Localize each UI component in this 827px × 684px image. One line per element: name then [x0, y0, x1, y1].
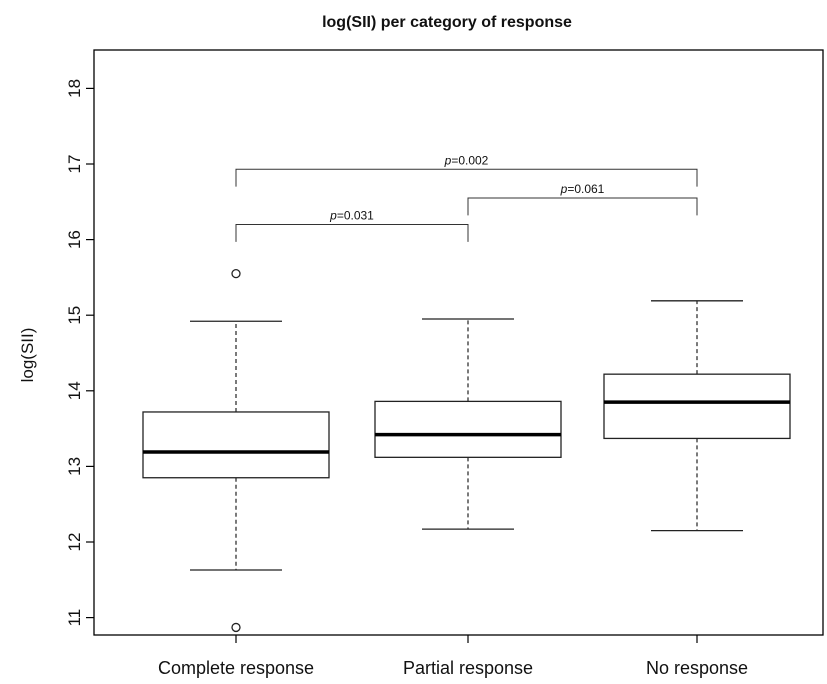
iqr-box	[603, 373, 791, 440]
iqr-box	[142, 411, 330, 479]
significance-bracket	[235, 168, 698, 187]
y-tick-label: 17	[65, 155, 84, 174]
p-value-label: p=0.031	[329, 208, 374, 222]
iqr-box	[374, 400, 562, 458]
x-category-label: No response	[646, 658, 748, 678]
y-tick-label: 11	[65, 609, 84, 627]
y-tick-label: 16	[65, 230, 84, 249]
y-tick-label: 18	[65, 79, 84, 98]
y-tick-label: 15	[65, 306, 84, 325]
p-value-label: p=0.002	[444, 153, 489, 167]
significance-bracket	[467, 197, 698, 216]
y-tick-label: 14	[65, 381, 84, 400]
chart-title: log(SII) per category of response	[322, 14, 572, 31]
x-category-label: Partial response	[403, 658, 533, 678]
p-value-label: p=0.061	[560, 182, 605, 196]
plot-area: 11 12 13 14 15 16 17 18 Complete response Partial…	[65, 49, 824, 678]
plot-frame	[93, 49, 824, 636]
y-tick-label: 13	[65, 457, 84, 476]
outlier-point	[231, 622, 241, 633]
significance-bracket	[235, 223, 469, 242]
x-category-label: Complete response	[158, 658, 314, 678]
y-axis-title: log(SII)	[18, 328, 37, 383]
outlier-point	[231, 268, 241, 279]
y-tick-label: 12	[65, 533, 84, 552]
